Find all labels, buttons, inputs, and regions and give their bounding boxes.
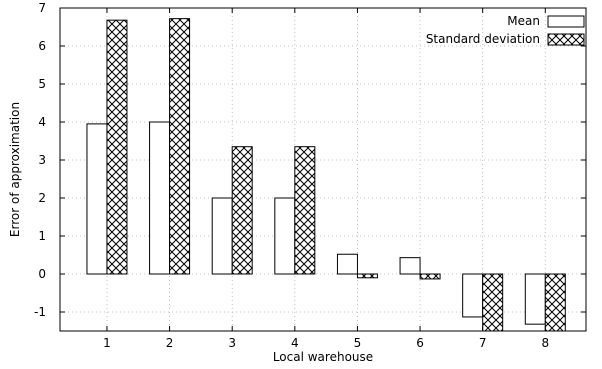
- y-tick-label: 5: [38, 77, 46, 91]
- legend-label-standard-deviation: Standard deviation: [426, 32, 540, 46]
- x-tick-label: 1: [103, 336, 111, 350]
- y-tick-label: 6: [38, 39, 46, 53]
- y-tick-label: 4: [38, 115, 46, 129]
- bar-standard-deviation-6: [419, 273, 441, 280]
- bar-mean-4: [274, 197, 296, 275]
- y-tick-label: 2: [38, 191, 46, 205]
- x-tick-label: 7: [479, 336, 487, 350]
- bar-standard-deviation-1: [106, 19, 128, 275]
- legend-swatch-mean: [547, 15, 585, 28]
- bar-standard-deviation-2: [169, 18, 191, 275]
- x-tick-label: 4: [291, 336, 299, 350]
- bar-mean-6: [399, 257, 421, 275]
- bar-mean-1: [86, 123, 108, 275]
- legend-label-mean: Mean: [507, 14, 540, 28]
- bar-standard-deviation-8: [544, 273, 566, 332]
- bar-mean-5: [336, 253, 358, 275]
- x-axis-label: Local warehouse: [273, 350, 373, 364]
- y-tick-label: 7: [38, 1, 46, 15]
- x-tick-label: 6: [416, 336, 424, 350]
- y-tick-label: 0: [38, 267, 46, 281]
- grid: [60, 7, 586, 331]
- x-tick-label: 5: [354, 336, 362, 350]
- y-tick-label: 1: [38, 229, 46, 243]
- y-axis-label: Error of approximation: [8, 102, 22, 237]
- bar-standard-deviation-5: [356, 273, 378, 279]
- bar-mean-2: [149, 121, 171, 275]
- bar-standard-deviation-7: [482, 273, 504, 332]
- bar-mean-7: [462, 273, 484, 318]
- x-tick-label: 2: [166, 336, 174, 350]
- x-tick-label: 8: [541, 336, 549, 350]
- y-tick-label: -1: [34, 305, 46, 319]
- bar-standard-deviation-3: [231, 146, 253, 275]
- legend: Mean Standard deviation: [426, 14, 585, 46]
- tick-labels: -1 0 1 2 3 4 5 6 7 1 2 3 4 5 6 7 8: [34, 1, 549, 350]
- plot-border: [59, 7, 587, 332]
- legend-swatch-standard-deviation: [547, 33, 585, 46]
- bars: [86, 18, 566, 332]
- y-tick-label: 3: [38, 153, 46, 167]
- bar-mean-8: [524, 273, 546, 325]
- x-tick-label: 3: [228, 336, 236, 350]
- bar-standard-deviation-4: [294, 146, 316, 275]
- axes: [59, 7, 587, 332]
- bar-mean-3: [211, 197, 233, 275]
